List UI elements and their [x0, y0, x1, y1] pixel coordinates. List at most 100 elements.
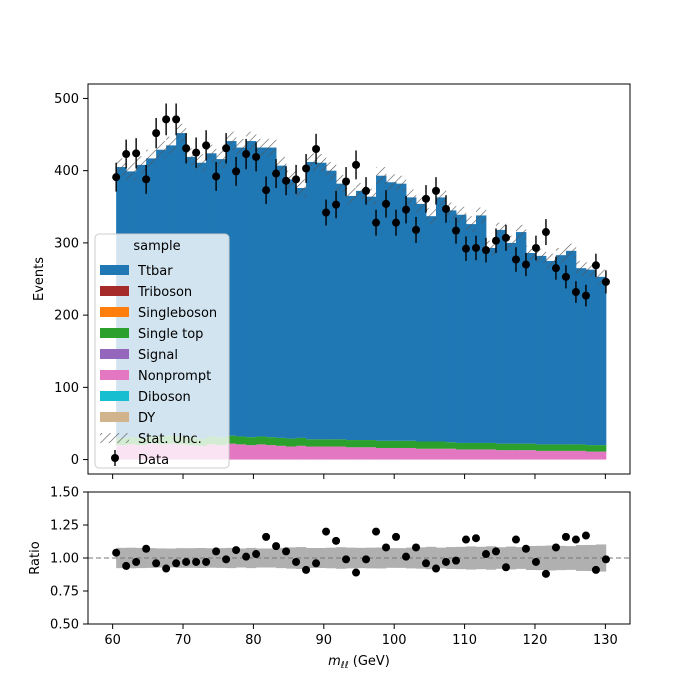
stat-unc-band — [256, 138, 267, 157]
single-top-bar — [495, 443, 507, 451]
data-point — [511, 255, 520, 264]
legend-label-ttbar: Ttbar — [137, 264, 173, 279]
nonprompt-bar — [296, 445, 307, 460]
single-top-bar — [585, 445, 597, 452]
main-y-tick-label: 400 — [54, 164, 79, 179]
nonprompt-bar — [286, 446, 297, 460]
stat-unc-band — [266, 138, 277, 157]
ratio-point — [531, 557, 540, 566]
ratio-unc-band — [146, 548, 157, 568]
single-top-bar — [485, 442, 497, 450]
data-point — [232, 167, 241, 176]
ratio-unc-band — [465, 546, 477, 570]
legend-swatch-signal — [100, 349, 129, 359]
stat-unc-band — [426, 208, 437, 225]
single-top-bar — [406, 440, 417, 448]
x-tick-label: 100 — [382, 633, 407, 648]
ttbar-bar — [555, 255, 567, 445]
main-plot — [112, 103, 610, 460]
ratio-point — [471, 534, 480, 543]
ttbar-bar — [286, 179, 297, 439]
stat-unc-band — [495, 222, 507, 238]
data-point — [382, 199, 391, 208]
data-point — [152, 129, 161, 138]
data-point — [461, 244, 470, 253]
ratio-point — [591, 565, 600, 574]
ratio-point — [501, 563, 510, 572]
nonprompt-bar — [475, 449, 487, 460]
ratio-point — [491, 547, 500, 556]
ratio-point — [112, 548, 121, 557]
legend-label-singleboson: Singleboson — [138, 306, 217, 321]
ratio-point — [442, 557, 451, 566]
single-top-bar — [246, 437, 257, 446]
ttbar-bar — [266, 147, 277, 438]
ratio-point — [312, 559, 321, 568]
ttbar-bar — [326, 170, 337, 440]
nonprompt-bar — [366, 447, 377, 460]
single-top-bar — [465, 442, 477, 450]
stat-unc-band — [226, 131, 237, 151]
stat-unc-band — [505, 235, 517, 251]
stat-unc-band — [206, 144, 217, 162]
ratio-point — [222, 555, 231, 564]
ratio-point — [292, 557, 301, 566]
ratio-unc-band — [376, 547, 387, 569]
main-y-tick-label: 300 — [54, 236, 79, 251]
ratio-point — [432, 564, 441, 573]
data-point — [182, 144, 191, 153]
ttbar-bar — [246, 141, 257, 438]
legend-swatch-diboson — [100, 391, 129, 401]
data-point — [412, 225, 421, 234]
ttbar-bar — [386, 182, 397, 441]
nonprompt-bar — [446, 448, 457, 460]
stat-unc-band — [216, 150, 227, 168]
ratio-point — [551, 543, 560, 552]
single-top-bar — [545, 444, 557, 451]
ratio-y-tick-label: 0.75 — [50, 585, 79, 600]
nonprompt-bar — [326, 446, 337, 460]
single-top-bar — [386, 440, 397, 448]
legend-title: sample — [133, 239, 180, 254]
ratio-unc-band — [426, 546, 437, 570]
ratio-point — [182, 557, 191, 566]
ratio-y-axis-label: Ratio — [28, 541, 43, 574]
ratio-point — [402, 552, 411, 561]
ratio-unc-band — [416, 547, 427, 569]
ttbar-bar — [316, 162, 327, 440]
ttbar-bar — [595, 276, 607, 446]
ttbar-bar — [465, 224, 477, 443]
nonprompt-bar — [515, 450, 527, 460]
legend-swatch-single-top — [100, 328, 129, 338]
ttbar-bar — [426, 216, 437, 442]
nonprompt-bar — [396, 448, 407, 460]
nonprompt-bar — [426, 448, 437, 460]
single-top-bar — [286, 438, 297, 447]
data-point — [192, 148, 201, 157]
x-tick-label: 90 — [316, 633, 333, 648]
ratio-point — [232, 546, 241, 555]
legend-swatch-ttbar — [100, 265, 129, 275]
data-point — [292, 175, 301, 184]
legend-label-nonprompt: Nonprompt — [138, 369, 211, 384]
stat-unc-band — [595, 269, 607, 285]
data-point — [521, 260, 530, 269]
ttbar-bar — [226, 141, 237, 436]
ratio-y-tick-label: 1.50 — [50, 486, 79, 501]
data-point — [531, 243, 540, 252]
ttbar-bar — [585, 269, 597, 446]
data-point — [541, 228, 550, 237]
ttbar-bar — [495, 229, 507, 444]
ratio-point — [392, 532, 401, 541]
ratio-point — [192, 557, 201, 566]
single-top-bar — [336, 439, 347, 447]
legend-label-triboson: Triboson — [137, 285, 192, 300]
stat-unc-band — [515, 224, 527, 240]
data-point — [551, 264, 560, 273]
data-point — [262, 186, 271, 195]
ratio-point — [202, 557, 211, 566]
data-point — [252, 152, 261, 161]
data-point — [132, 149, 141, 158]
ttbar-bar — [356, 190, 367, 441]
ratio-unc-band — [585, 544, 597, 572]
